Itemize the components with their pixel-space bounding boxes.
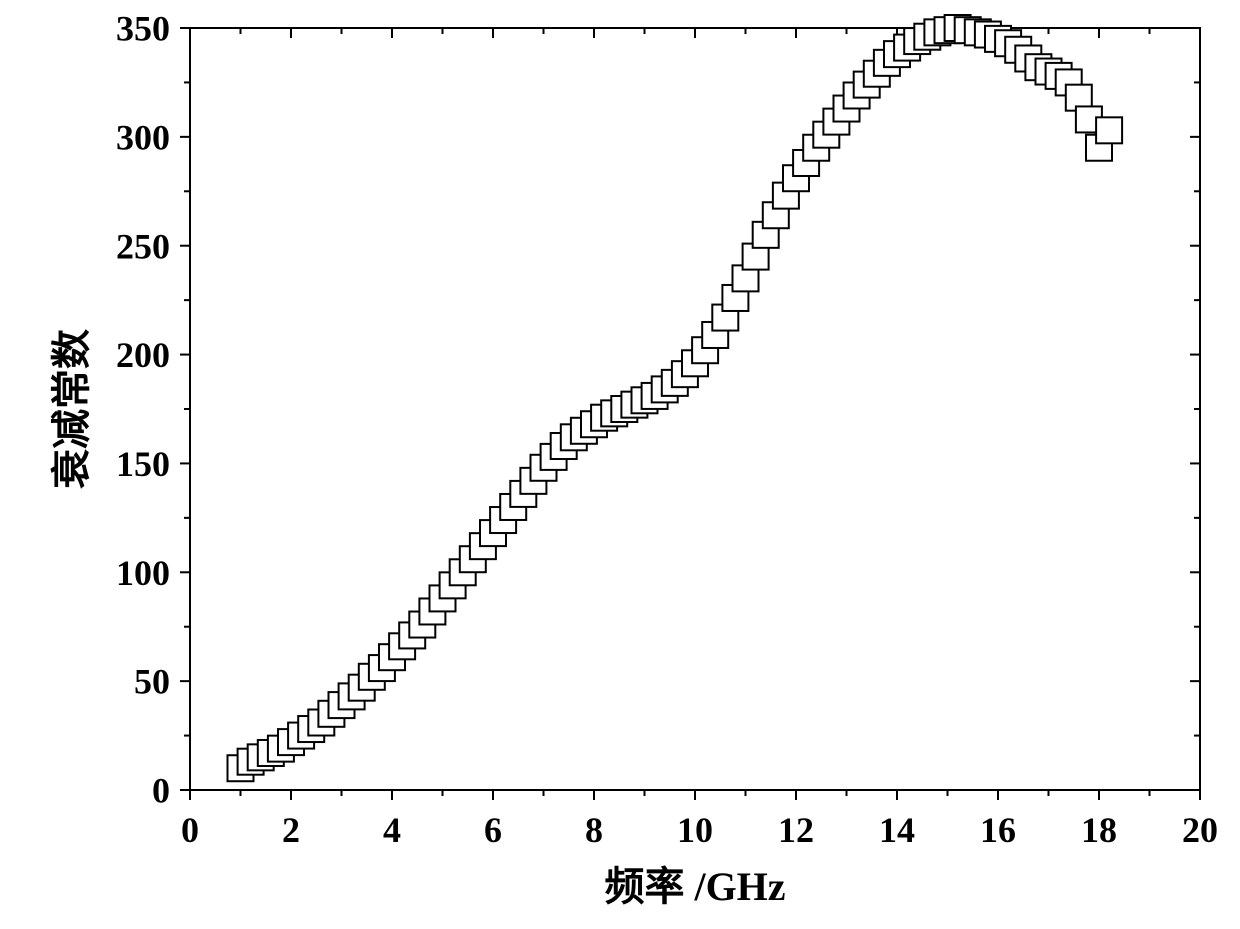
x-tick-label: 0	[181, 810, 199, 850]
y-tick-label: 50	[134, 662, 170, 702]
x-tick-label: 14	[879, 810, 915, 850]
y-tick-label: 300	[116, 117, 170, 157]
y-tick-label: 0	[152, 771, 170, 811]
data-marker	[1096, 117, 1122, 143]
x-tick-label: 8	[585, 810, 603, 850]
x-tick-label: 2	[282, 810, 300, 850]
y-tick-label: 350	[116, 9, 170, 49]
x-tick-label: 4	[383, 810, 401, 850]
chart-svg: 02468101214161820050100150200250300350频率…	[0, 0, 1240, 924]
chart-container: 02468101214161820050100150200250300350频率…	[0, 0, 1240, 924]
x-tick-label: 16	[980, 810, 1016, 850]
y-tick-label: 100	[116, 553, 170, 593]
x-tick-label: 12	[778, 810, 814, 850]
y-axis-label: 衰减常数	[49, 329, 94, 489]
x-tick-label: 10	[677, 810, 713, 850]
x-tick-label: 20	[1182, 810, 1218, 850]
y-tick-label: 250	[116, 226, 170, 266]
x-axis-label: 频率 /GHz	[604, 864, 785, 909]
x-tick-label: 6	[484, 810, 502, 850]
y-tick-label: 150	[116, 444, 170, 484]
y-tick-label: 200	[116, 335, 170, 375]
x-tick-label: 18	[1081, 810, 1117, 850]
